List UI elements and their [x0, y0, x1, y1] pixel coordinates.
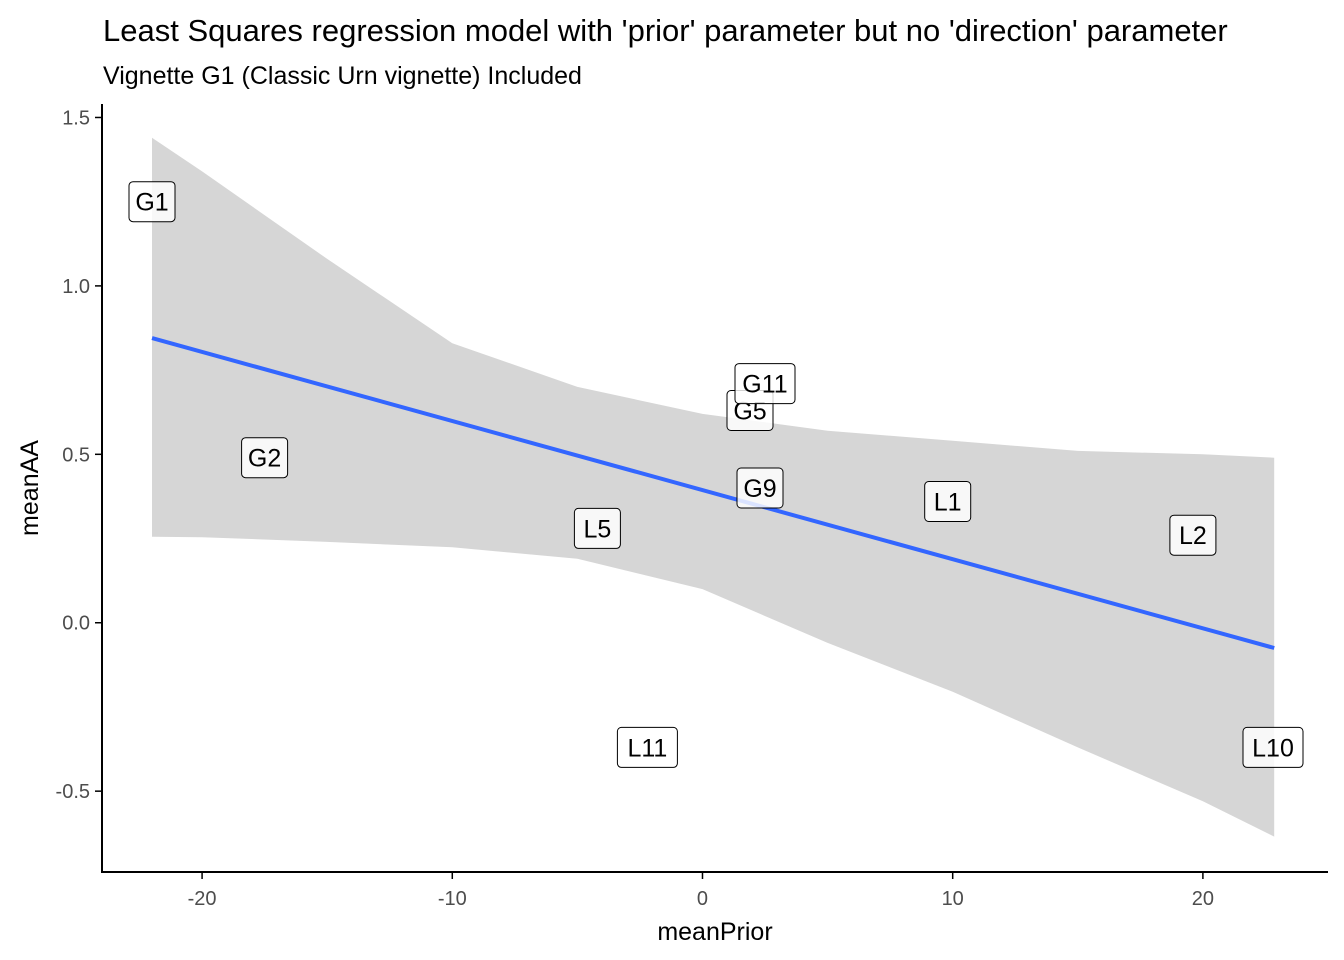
x-tick-label: 20 — [1192, 888, 1214, 910]
x-tick-label: 10 — [942, 888, 964, 910]
point-label-text: L1 — [934, 489, 962, 517]
point-label-text: G9 — [743, 475, 776, 503]
point-label-text: G1 — [135, 189, 168, 217]
y-tick-label: 1.5 — [62, 107, 90, 129]
chart-title: Least Squares regression model with 'pri… — [103, 13, 1228, 48]
y-tick-label: 0.5 — [62, 444, 90, 466]
y-tick-label: -0.5 — [56, 781, 90, 803]
point-label-l5: L5 — [573, 507, 621, 549]
confidence-band — [152, 137, 1275, 837]
y-axis-title: meanAA — [16, 440, 44, 536]
point-label-box — [128, 181, 176, 223]
point-label-l2: L2 — [1169, 514, 1217, 556]
point-label-box — [734, 363, 796, 405]
point-label-box — [241, 437, 289, 479]
x-axis-ticks: -20 -10 0 10 20 — [188, 872, 1214, 910]
y-tick-label: 0.0 — [62, 613, 90, 635]
point-label-text: L5 — [583, 515, 611, 543]
y-tick-label: 1.0 — [62, 276, 90, 298]
x-tick-label: 0 — [697, 888, 708, 910]
point-label-l10: L10 — [1242, 726, 1304, 768]
point-label-text: G2 — [248, 445, 281, 473]
y-axis-ticks: -0.5 0.0 0.5 1.0 1.5 — [56, 107, 102, 803]
point-label-g9: G9 — [736, 467, 784, 509]
point-label-box — [924, 481, 972, 522]
chart-subtitle: Vignette G1 (Classic Urn vignette) Inclu… — [103, 62, 582, 90]
point-label-g11: G11 — [734, 363, 796, 405]
point-label-box — [1242, 726, 1304, 768]
point-label-box — [736, 467, 784, 509]
point-label-text: G11 — [742, 371, 787, 399]
x-axis-title: meanPrior — [657, 918, 772, 946]
point-label-text: L10 — [1252, 734, 1294, 762]
x-tick-label: -20 — [188, 888, 217, 910]
point-label-l1: L1 — [924, 481, 972, 522]
x-tick-label: -10 — [438, 888, 467, 910]
point-label-l11: L11 — [616, 726, 678, 768]
point-label-box — [573, 507, 621, 549]
point-label-g1: G1 — [128, 181, 176, 223]
point-label-text: L11 — [627, 734, 667, 762]
regression-line — [151, 336, 1275, 650]
point-label-g2: G2 — [241, 437, 289, 479]
point-label-box — [1169, 514, 1217, 556]
point-label-box — [616, 726, 678, 768]
point-label-text: L2 — [1179, 522, 1207, 550]
